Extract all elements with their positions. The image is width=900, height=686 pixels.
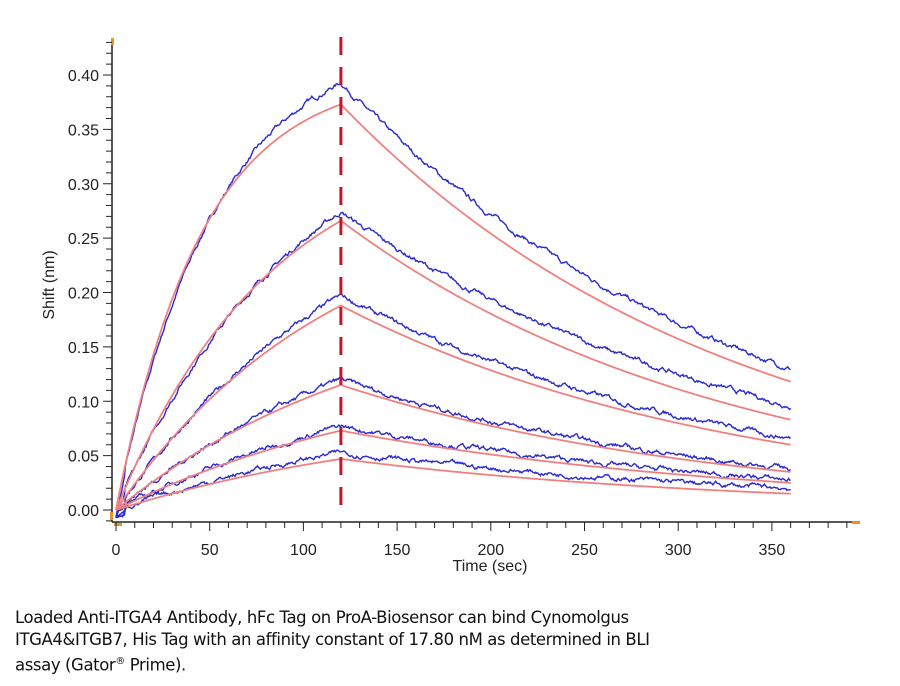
x-axis-end-marker <box>852 521 860 524</box>
x-tick-label: 200 <box>477 542 504 559</box>
axes: 0.00 0.05 0.10 0.15 0.20 0.25 0.30 0.35 0.40 0 50 1… <box>68 38 860 559</box>
bli-sensorgram-chart: 0.00 0.05 0.10 0.15 0.20 0.25 0.30 0.35 0.40 0 50 1… <box>41 37 860 575</box>
fit-curve <box>115 219 791 511</box>
origin-marker-x <box>114 523 122 526</box>
x-tick-label: 50 <box>201 542 219 559</box>
x-tick-label: 300 <box>665 542 692 559</box>
fit-curve <box>115 383 791 511</box>
fit-curve <box>115 103 791 511</box>
figure-caption: Loaded Anti-ITGA4 Antibody, hFc Tag on P… <box>15 607 875 677</box>
y-tick-label: 0.00 <box>68 503 99 520</box>
y-tick-label: 0.05 <box>68 449 99 466</box>
y-axis-end-marker <box>111 38 114 45</box>
y-tick-label: 0.10 <box>68 394 99 411</box>
y-tick-label: 0.15 <box>68 340 99 357</box>
origin-marker-y <box>110 512 113 520</box>
y-axis-title: Shift (nm) <box>41 250 58 319</box>
x-tick-label: 350 <box>759 542 786 559</box>
y-tick-label: 0.20 <box>68 286 99 303</box>
y-tick-label: 0.25 <box>68 231 99 248</box>
y-tick-label: 0.40 <box>68 68 99 85</box>
fit-curve <box>115 457 791 511</box>
curves <box>115 82 792 519</box>
caption-line-3: assay (Gator® Prime). <box>15 651 875 677</box>
caption-line-1: Loaded Anti-ITGA4 Antibody, hFc Tag on P… <box>15 608 629 627</box>
measured-curve <box>115 376 792 519</box>
y-tick-label: 0.35 <box>68 122 99 139</box>
x-tick-label: 250 <box>571 542 598 559</box>
fit-curve <box>115 304 791 511</box>
x-tick-label: 150 <box>384 542 411 559</box>
x-tick-label: 100 <box>290 542 317 559</box>
y-tick-label: 0.30 <box>68 177 99 194</box>
x-tick-label: 0 <box>112 542 121 559</box>
measured-curve <box>115 449 791 518</box>
fit-curve <box>115 429 791 511</box>
caption-line-3-end: Prime). <box>124 655 187 675</box>
caption-line-3-start: assay (Gator <box>15 655 116 675</box>
x-axis-title: Time (sec) <box>453 558 528 575</box>
caption-line-2: ITGA4&ITGB7, His Tag with an affinity co… <box>15 630 650 649</box>
measured-curve <box>115 82 791 519</box>
registered-mark: ® <box>115 656 125 667</box>
